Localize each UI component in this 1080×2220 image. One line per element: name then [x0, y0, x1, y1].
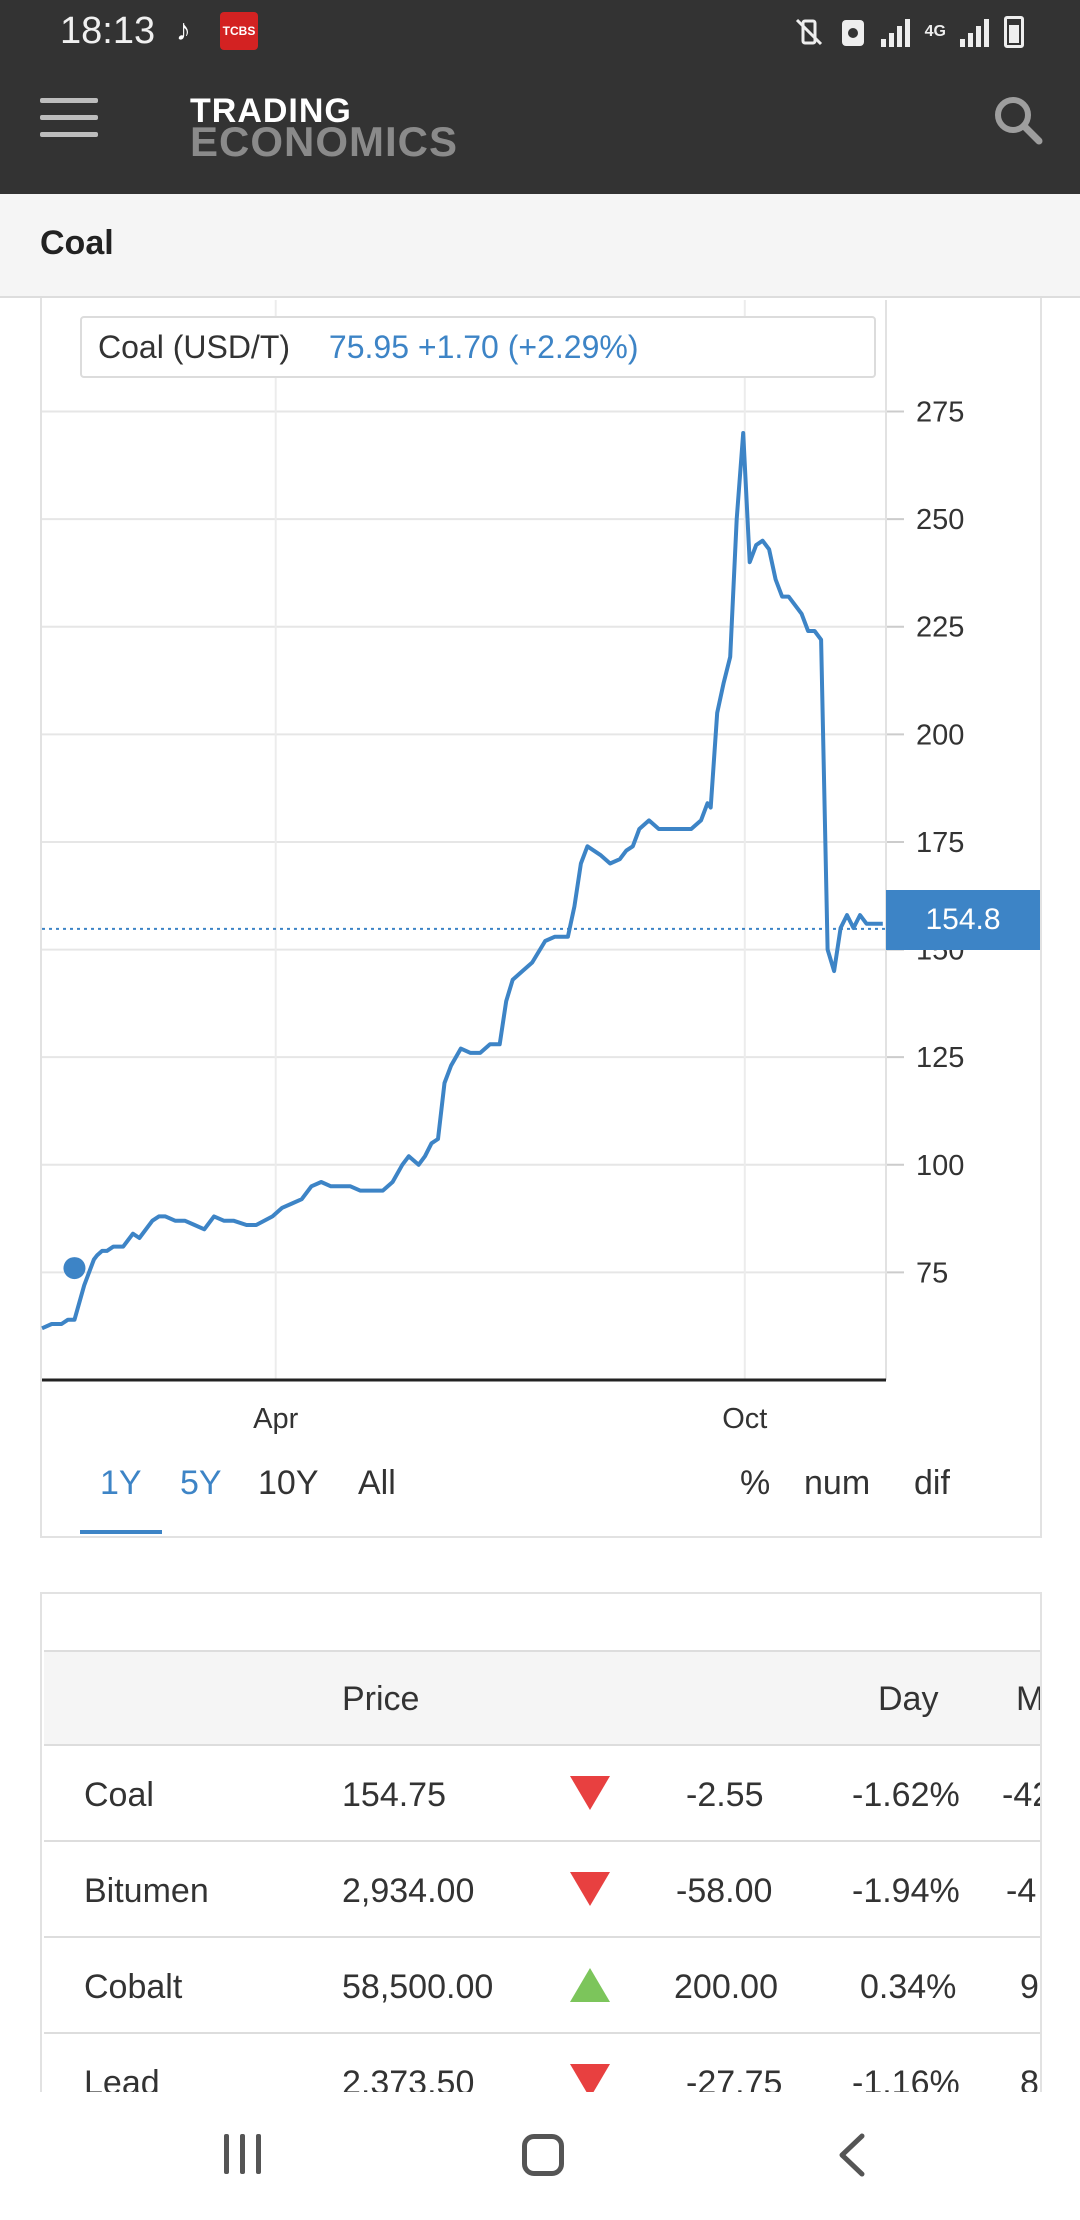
signal-icon-2: [960, 17, 990, 47]
mode-num-button[interactable]: num: [804, 1464, 871, 1502]
commodities-table: Price Day M Coal 154.75 -2.55 -1.62% -42…: [40, 1592, 1042, 2092]
range-1y-button[interactable]: 1Y: [100, 1464, 142, 1502]
range-5y-button[interactable]: 5Y: [180, 1464, 222, 1502]
system-nav-bar: [0, 2092, 1080, 2220]
row-price: 2,373.50: [342, 2064, 475, 2092]
y-tick-label: 175: [916, 827, 964, 859]
row-name[interactable]: Cobalt: [84, 1968, 183, 2006]
status-icons: 4G: [793, 12, 1024, 52]
battery-saver-icon: [841, 20, 864, 46]
range-all-button[interactable]: All: [358, 1464, 396, 1502]
legend-value: 75.95 +1.70 (+2.29%): [328, 329, 639, 365]
row-change: -27.75: [686, 2064, 783, 2092]
range-10y-button[interactable]: 10Y: [258, 1464, 319, 1502]
y-tick-label: 275: [916, 397, 964, 429]
highlight-point: [63, 1257, 86, 1280]
y-tick-label: 250: [916, 504, 964, 536]
network-type-label: 4G: [924, 23, 946, 40]
range-active-indicator: [80, 1530, 162, 1534]
down-arrow-icon: [570, 2064, 610, 2092]
table-row[interactable]: Bitumen 2,934.00 -58.00 -1.94% -4: [44, 1842, 1040, 1938]
current-price-tag: 154.8: [886, 890, 1040, 950]
y-tick-label: 200: [916, 719, 964, 751]
battery-icon: [1004, 16, 1024, 48]
row-day: -1.62%: [852, 1776, 960, 1814]
row-month: -42: [1002, 1776, 1040, 1814]
page-title: Coal: [40, 224, 114, 262]
back-icon[interactable]: [832, 2130, 872, 2180]
row-day: -1.16%: [852, 2064, 960, 2092]
row-change: -58.00: [676, 1872, 773, 1910]
row-month: 9: [1020, 1968, 1039, 2006]
y-tick-label: 75: [916, 1257, 948, 1289]
search-icon[interactable]: [992, 94, 1044, 146]
y-tick-label: 125: [916, 1042, 964, 1074]
page-title-bar: Coal: [0, 194, 1080, 298]
row-name[interactable]: Bitumen: [84, 1872, 209, 1910]
header-month[interactable]: M: [1016, 1680, 1042, 1718]
status-bar: 18:13 ♪ TCBS 4G: [0, 0, 1080, 64]
logo-economics[interactable]: ECONOMICS: [190, 118, 459, 165]
x-tick-label: Oct: [722, 1403, 767, 1435]
row-day: -1.94%: [852, 1872, 960, 1910]
row-name[interactable]: Coal: [84, 1776, 154, 1814]
y-tick-label: 225: [916, 612, 964, 644]
signal-icon: [880, 17, 911, 47]
table-row[interactable]: Cobalt 58,500.00 200.00 0.34% 9: [44, 1938, 1040, 2034]
app-header: TRADING ECONOMICS: [0, 64, 1080, 194]
chart-card: [40, 298, 1042, 1538]
row-change: 200.00: [674, 1968, 778, 2006]
table-header: Price Day M: [44, 1650, 1042, 1746]
row-day: 0.34%: [860, 1968, 957, 2006]
home-icon[interactable]: [522, 2134, 564, 2176]
table-row[interactable]: Lead 2,373.50 -27.75 -1.16% 8: [44, 2034, 1040, 2092]
table-row[interactable]: Coal 154.75 -2.55 -1.62% -42: [44, 1746, 1040, 1842]
row-price: 58,500.00: [342, 1968, 494, 2006]
row-month: 8: [1020, 2064, 1039, 2092]
hamburger-icon[interactable]: [40, 98, 98, 138]
row-change: -2.55: [686, 1776, 764, 1814]
logo-trading[interactable]: TRADING: [190, 92, 352, 130]
row-month: -4: [1006, 1872, 1037, 1910]
row-price: 154.75: [342, 1776, 446, 1814]
row-price: 2,934.00: [342, 1872, 475, 1910]
row-name[interactable]: Lead: [84, 2064, 160, 2092]
y-tick-label: 100: [916, 1150, 964, 1182]
tcbs-notification-icon: TCBS: [220, 12, 258, 50]
vibrate-mute-icon: [795, 18, 822, 46]
mode-dif-button[interactable]: dif: [914, 1464, 950, 1502]
mode-percent-button[interactable]: %: [740, 1464, 771, 1502]
legend-name: Coal (USD/T): [98, 329, 291, 365]
header-price[interactable]: Price: [342, 1680, 420, 1718]
status-time: 18:13: [60, 10, 156, 52]
chart-legend: Coal (USD/T) 75.95 +1.70 (+2.29%): [80, 316, 876, 378]
header-day[interactable]: Day: [878, 1680, 939, 1718]
down-arrow-icon: [570, 1872, 610, 1906]
series-line-coal: [41, 431, 883, 1331]
down-arrow-icon: [570, 1776, 610, 1810]
up-arrow-icon: [570, 1968, 610, 2002]
recents-icon[interactable]: [224, 2134, 264, 2176]
tiktok-icon: ♪: [176, 14, 191, 47]
x-tick-label: Apr: [253, 1403, 298, 1435]
